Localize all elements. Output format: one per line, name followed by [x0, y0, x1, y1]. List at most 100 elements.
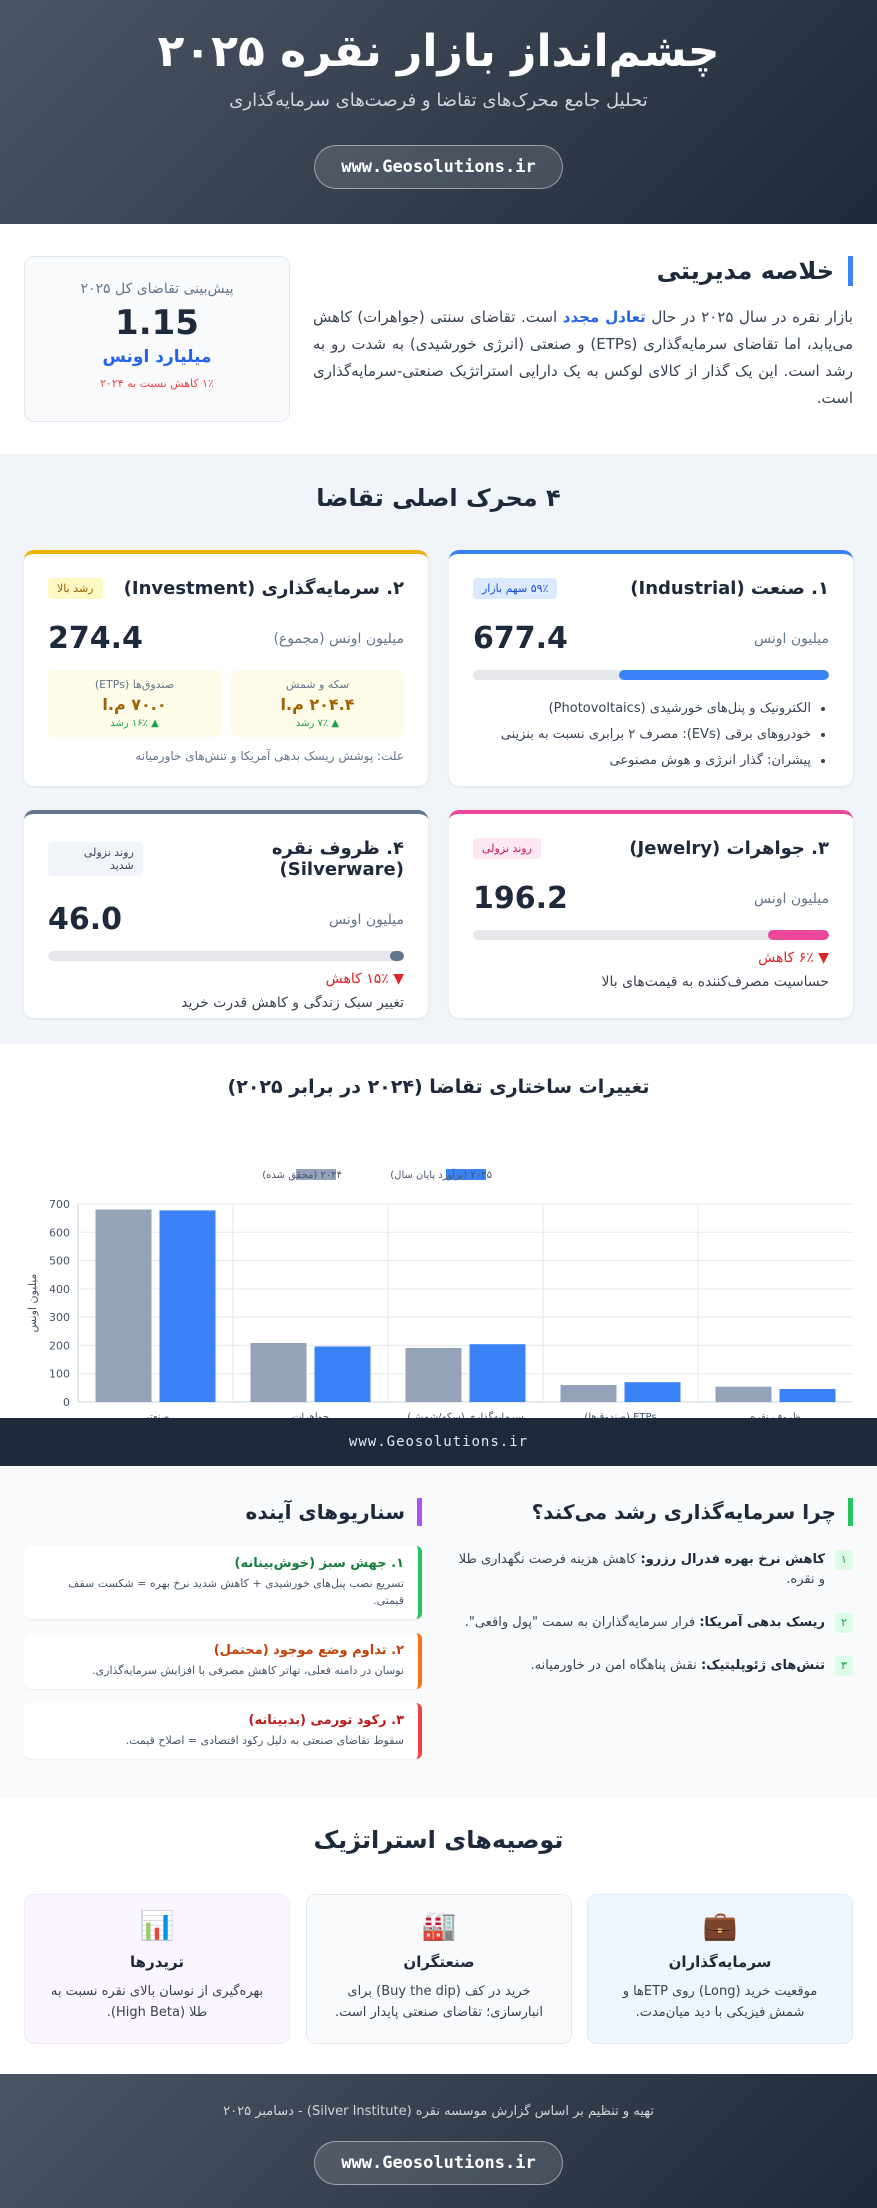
reason-bold: کاهش نرخ بهره فدرال رزرو:	[640, 1552, 825, 1567]
y-tick-label: 500	[49, 1255, 70, 1268]
page-title: چشم‌انداز بازار نقره ۲۰۲۵	[157, 26, 720, 77]
hero-header: چشم‌انداز بازار نقره ۲۰۲۵ تحلیل جامع محر…	[0, 0, 877, 224]
x-tick-label: ظروف نقره	[750, 1412, 800, 1418]
demand-bar-chart: 0 100 200 300 400 500 600 700 میلیون اونس صنعتی جو…	[26, 1168, 853, 1418]
list-item: ۳ تنش‌های ژئوپلیتیک: نقش پناهگاه امن در …	[449, 1656, 853, 1676]
etp-growth: ▲ ۱۶٪ رشد	[110, 718, 159, 729]
summary-paragraph: بازار نقره در سال ۲۰۲۵ در حال تعادل مجدد…	[313, 304, 853, 412]
kpi-note: ۱٪ کاهش نسبت به ۲۰۲۴	[100, 377, 214, 390]
scenarios-title: سناریوهای آینده	[24, 1498, 422, 1526]
list-item: خودروهای برقی (EVs): مصرف ۲ برابری نسبت …	[473, 722, 811, 747]
kpi-unit: میلیارد اونس	[102, 347, 212, 367]
why-title: چرا سرمایه‌گذاری رشد می‌کند؟	[449, 1498, 853, 1526]
reason-bold: ریسک بدهی آمریکا:	[699, 1615, 825, 1630]
legend-label-2024: ۲۰۲۴ (محقق شده)	[262, 1170, 342, 1181]
bar-0-4	[715, 1386, 772, 1402]
jewelry-value: 196.2	[473, 881, 568, 916]
card-desc: بهره‌گیری از نوسان بالای نقره نسبت به طل…	[50, 1984, 264, 2020]
y-tick-label: 700	[49, 1198, 70, 1211]
etp-label: صندوق‌ها (ETPs)	[94, 678, 175, 691]
investment-cause: علت: پوشش ریسک بدهی آمریکا و تنش‌های خاو…	[135, 749, 404, 763]
y-tick-label: 100	[49, 1368, 70, 1381]
jewelry-share-bar	[473, 930, 829, 940]
url-strip[interactable]: www.Geosolutions.ir	[0, 1418, 877, 1466]
coins-value: ۲۰۴.۴ م.ا	[280, 695, 355, 714]
silverware-unit: میلیون اونس	[329, 911, 404, 928]
etp-value: ۷۰.۰ م.ا	[102, 695, 167, 714]
scenario-desc: تسریع نصب پنل‌های خورشیدی + کاهش شدید نر…	[68, 1577, 404, 1607]
bar-1-0	[159, 1210, 216, 1402]
jewelry-desc: حساسیت مصرف‌کننده به قیمت‌های بالا	[601, 974, 830, 990]
header-url-link[interactable]: www.Geosolutions.ir	[314, 145, 563, 189]
y-tick-label: 0	[63, 1396, 70, 1409]
legend-label-2025: ۲۰۲۵ (برآورد پایان سال)	[390, 1168, 492, 1181]
reason-text: کاهش هزینه فرصت نگهداری طلا و نقره.	[458, 1552, 825, 1587]
silverware-card: ۴. ظروف نقره (Silverware) روند نزولی شدی…	[24, 810, 428, 1018]
industrial-bullets: الکترونیک و پنل‌های خورشیدی (Photovoltai…	[473, 696, 829, 773]
industrial-card: ۱. صنعت (Industrial) ۵۹٪ سهم بازار میلیو…	[449, 550, 853, 786]
card-title: تریدرها	[130, 1953, 184, 1971]
industrial-badge: ۵۹٪ سهم بازار	[473, 578, 558, 599]
kpi-label: پیش‌بینی تقاضای کل ۲۰۲۵	[80, 281, 234, 297]
scenarios-column: سناریوهای آینده ۱. جهش سبز (خوش‌بینانه) …	[24, 1498, 422, 1773]
industrial-unit: میلیون اونس	[754, 630, 829, 647]
coins-label: سکه و شمش	[285, 678, 350, 691]
kpi-value: 1.15	[115, 303, 199, 343]
summary-title: خلاصه مدیریتی	[313, 256, 853, 286]
demand-chart-section: تغییرات ساختاری تقاضا (۲۰۲۴ در برابر ۲۰۲…	[0, 1044, 877, 1418]
jewelry-card: ۳. جواهرات (Jewelry) روند نزولی میلیون ا…	[449, 810, 853, 1018]
silverware-title: ۴. ظروف نقره (Silverware)	[271, 838, 404, 880]
bar-0-1	[250, 1342, 307, 1402]
bar-1-2	[469, 1344, 526, 1402]
bar-chart-icon: 📊	[139, 1909, 175, 1942]
traders-card: 📊 تریدرها بهره‌گیری از نوسان بالای نقره …	[24, 1894, 290, 2044]
drivers-title: ۴ محرک اصلی تقاضا	[316, 484, 561, 512]
summary-text-2: است. تقاضای سنتی (جواهرات) کاهش می‌یابد،…	[313, 308, 853, 407]
footer-url-link[interactable]: www.Geosolutions.ir	[314, 2141, 563, 2185]
silverware-badge: روند نزولی شدید	[48, 842, 143, 876]
list-item: الکترونیک و پنل‌های خورشیدی (Photovoltai…	[473, 696, 811, 721]
jewelry-badge: روند نزولی	[473, 838, 541, 859]
reason-number: ۳	[835, 1656, 853, 1676]
total-demand-kpi-card: پیش‌بینی تقاضای کل ۲۰۲۵ 1.15 میلیارد اون…	[24, 256, 290, 422]
x-tick-label: صنعتی	[142, 1412, 170, 1418]
scenario-optimistic: ۱. جهش سبز (خوش‌بینانه) تسریع نصب پنل‌ها…	[24, 1546, 422, 1619]
footer-note: تهیه و تنظیم بر اساس گزارش موسسه نقره (S…	[223, 2104, 654, 2119]
reason-text: نقش پناهگاه امن در خاورمیانه.	[530, 1658, 701, 1673]
card-desc: موقعیت خرید (Long) روی ETPها و شمش فیزیک…	[622, 1984, 818, 2020]
bar-0-2	[405, 1348, 462, 1402]
silverware-value: 46.0	[48, 902, 123, 937]
jewelry-change: ▼ ۶٪ کاهش	[758, 950, 829, 966]
page-subtitle: تحلیل جامع محرک‌های تقاضا و فرصت‌های سرم…	[229, 90, 648, 111]
scenario-likely: ۲. تداوم وضع موجود (محتمل) نوسان در دامن…	[24, 1633, 422, 1689]
industrialists-card: 🏭 صنعتگران خرید در کف (Buy the dip) برای…	[306, 1894, 572, 2044]
scenario-title: ۳. رکود تورمی (بدبینانه)	[248, 1713, 404, 1728]
investment-badge: رشد بالا	[48, 578, 103, 599]
scenario-title: ۲. تداوم وضع موجود (محتمل)	[213, 1643, 404, 1658]
card-title: صنعتگران	[403, 1953, 475, 1971]
industrial-title: ۱. صنعت (Industrial)	[630, 578, 829, 599]
y-tick-label: 300	[49, 1311, 70, 1324]
reason-text: فرار سرمایه‌گذاران به سمت "پول واقعی".	[464, 1615, 700, 1630]
legend-swatch-2024	[296, 1169, 336, 1180]
y-tick-label: 200	[49, 1339, 70, 1352]
bar-1-3	[624, 1382, 681, 1402]
scenario-pessimistic: ۳. رکود تورمی (بدبینانه) سقوط تقاضای صنع…	[24, 1703, 422, 1759]
reason-bold: تنش‌های ژئوپلیتیک:	[700, 1658, 825, 1673]
jewelry-unit: میلیون اونس	[754, 890, 829, 907]
x-tick-label: سرمایه‌گذاری (سکه/شمش)	[407, 1411, 523, 1418]
etp-box: صندوق‌ها (ETPs) ۷۰.۰ م.ا ▲ ۱۶٪ رشد	[48, 670, 221, 737]
factory-icon: 🏭	[421, 1909, 457, 1942]
summary-text-1: بازار نقره در سال ۲۰۲۵ در حال	[645, 308, 853, 326]
why-and-scenarios-section: چرا سرمایه‌گذاری رشد می‌کند؟ ۱ کاهش نرخ …	[0, 1466, 877, 1798]
reason-number: ۲	[835, 1613, 853, 1633]
page-footer: تهیه و تنظیم بر اساس گزارش موسسه نقره (S…	[0, 2074, 877, 2208]
list-item: ۲ ریسک بدهی آمریکا: فرار سرمایه‌گذاران ب…	[449, 1613, 853, 1633]
scenario-desc: نوسان در دامنه فعلی، تهاتر کاهش مصرفی با…	[92, 1664, 404, 1677]
strategy-title: توصیه‌های استراتژیک	[313, 1826, 564, 1854]
bar-1-4	[779, 1388, 836, 1402]
card-desc: خرید در کف (Buy the dip) برای انبارسازی؛…	[335, 1984, 543, 2020]
y-tick-label: 600	[49, 1226, 70, 1239]
investment-unit: میلیون اونس (مجموع)	[273, 630, 404, 647]
list-item: ۱ کاهش نرخ بهره فدرال رزرو: کاهش هزینه ف…	[449, 1550, 853, 1590]
